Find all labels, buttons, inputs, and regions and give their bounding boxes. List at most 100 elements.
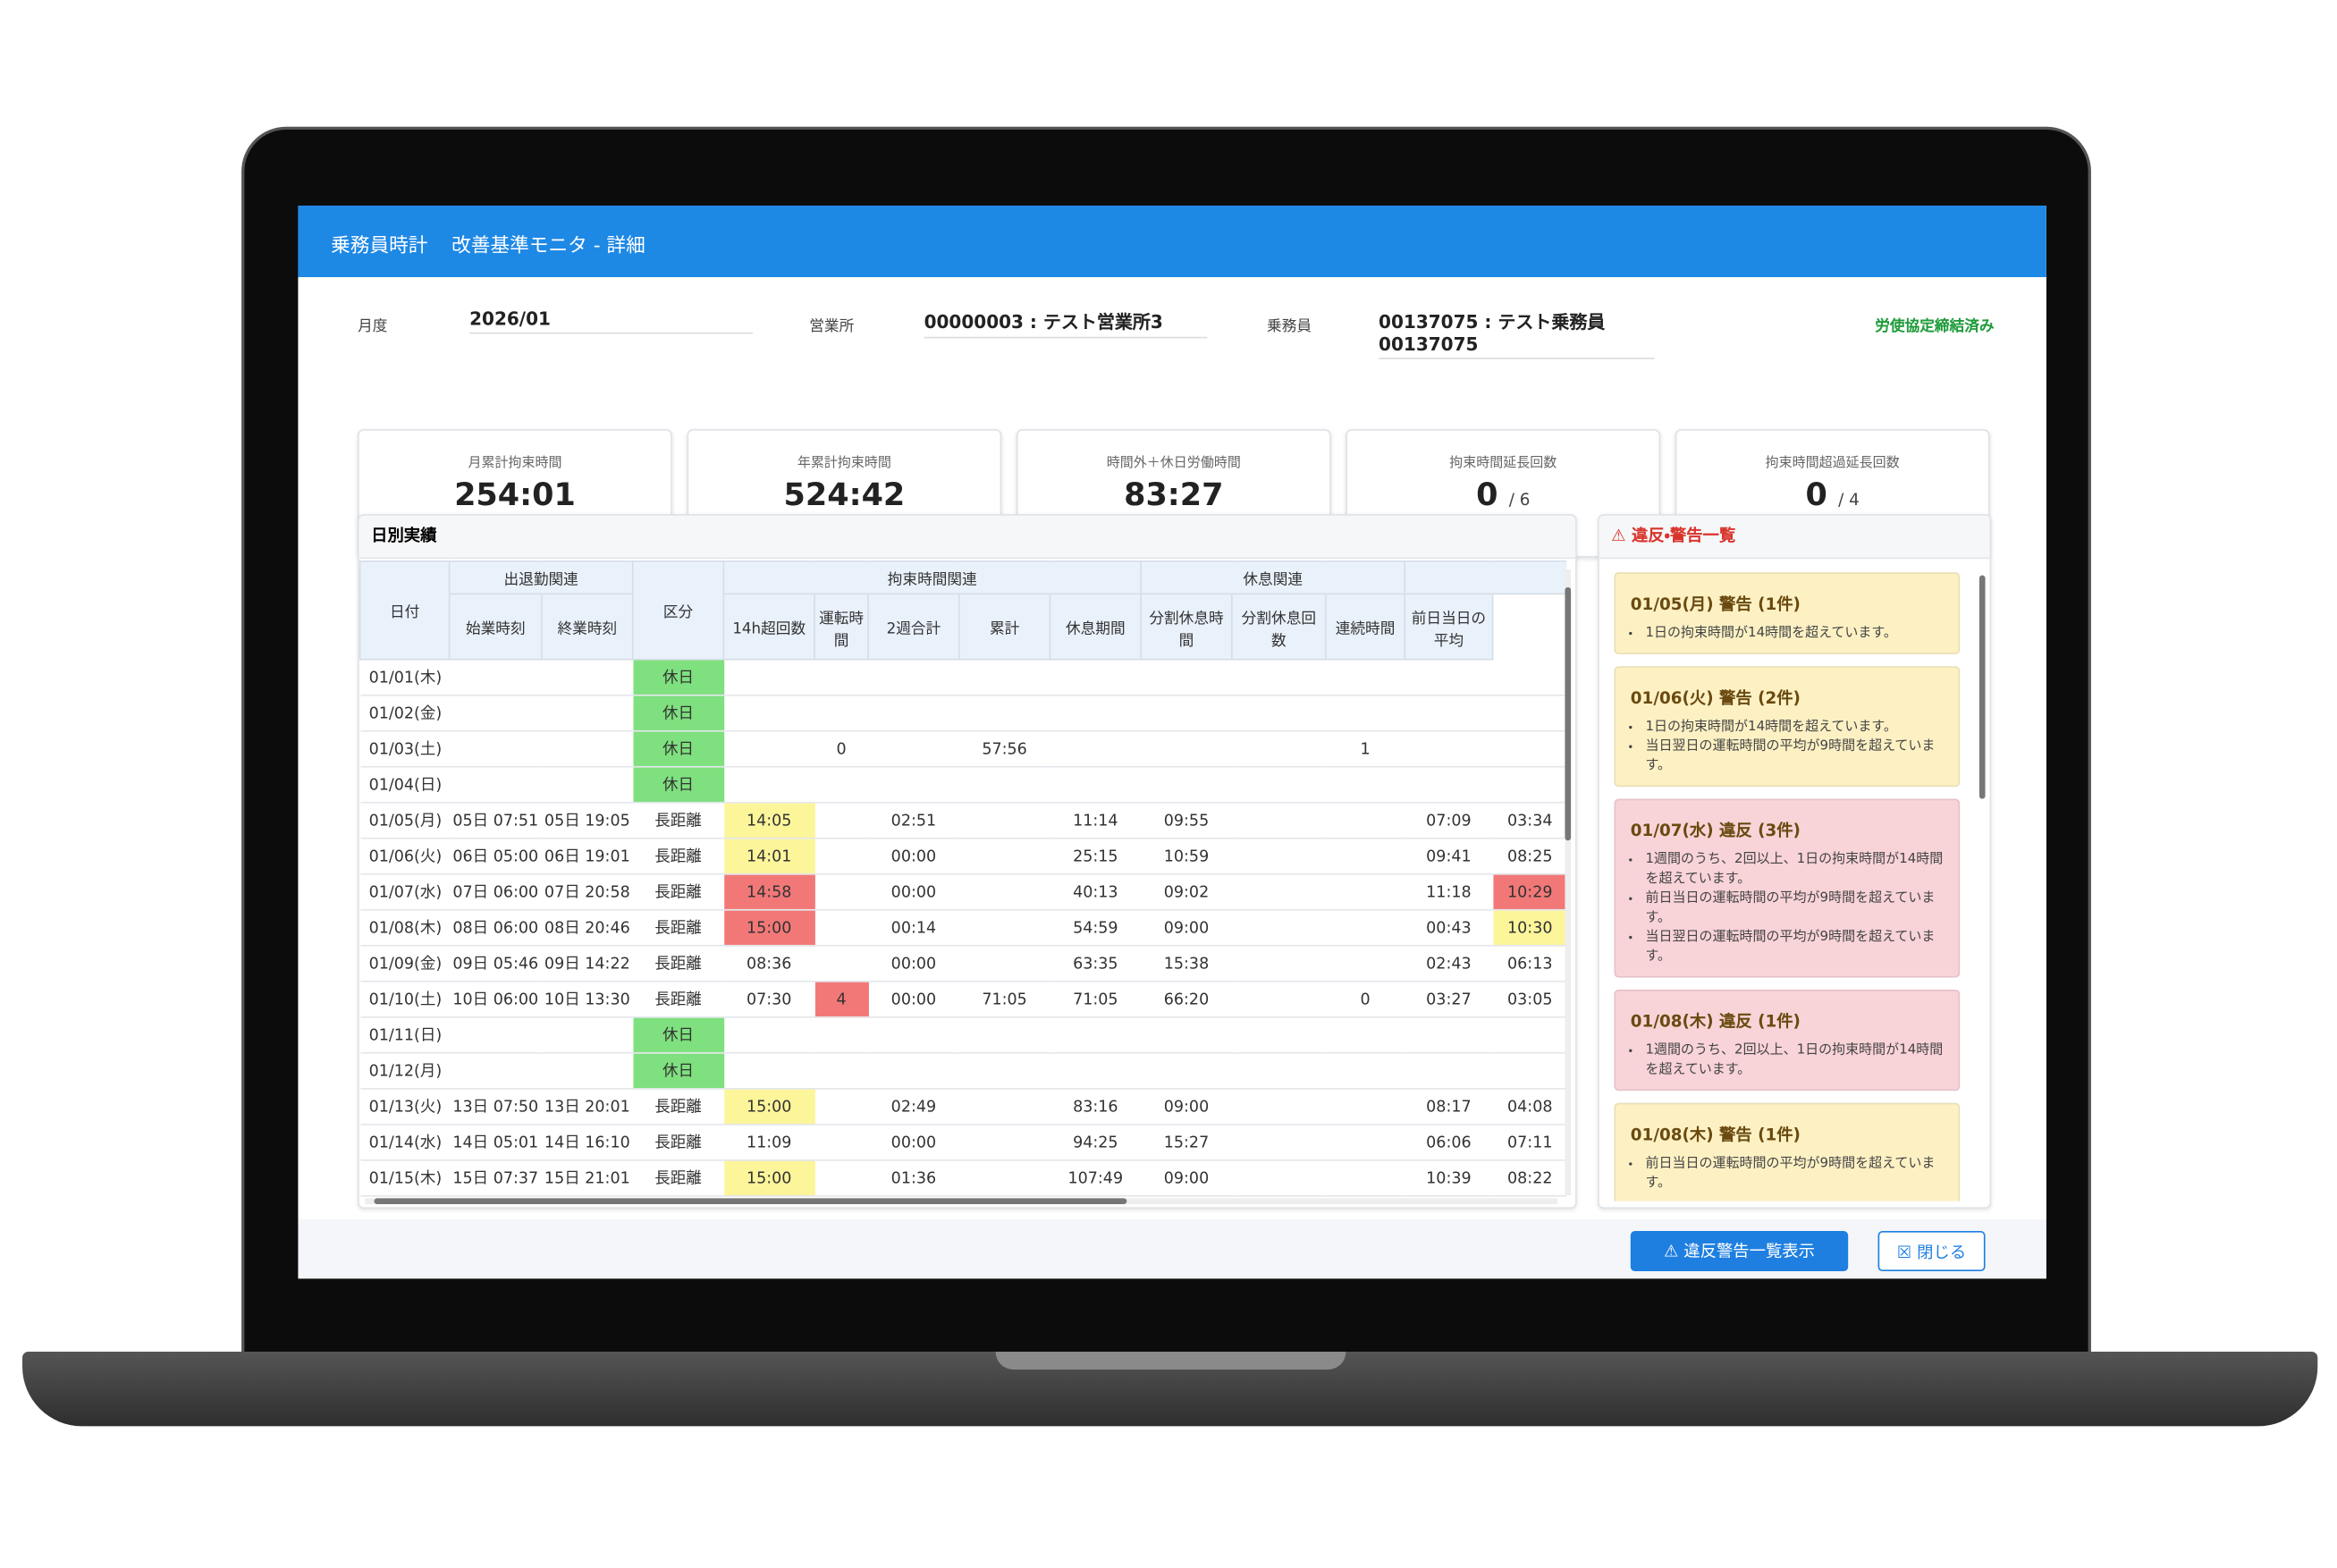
table-cell bbox=[1405, 659, 1493, 696]
alerts-list: 01/05(月) 警告 (1件)1日の拘束時間が14時間を超えています。01/0… bbox=[1599, 561, 1975, 1201]
table-cell: 08:36 bbox=[723, 945, 815, 982]
table-cell: 01:36 bbox=[868, 1159, 959, 1197]
table-cell bbox=[814, 659, 869, 696]
driver: 00137075 : テスト乗務員00137075 bbox=[1379, 308, 1655, 359]
table-row: 01/02(金) 休日 bbox=[359, 695, 1567, 732]
group-header bbox=[1404, 560, 1567, 595]
table-cell: 83:16 bbox=[1050, 1088, 1142, 1125]
card-label: 時間外＋休日労働時間 bbox=[1106, 456, 1241, 471]
table-cell: 07日 20:58 bbox=[541, 873, 633, 911]
h-scroll-thumb[interactable] bbox=[374, 1198, 1127, 1205]
table-cell: 02:43 bbox=[1405, 945, 1493, 982]
app-bar: 乗務員時計 改善基準モニタ - 詳細 bbox=[298, 206, 2046, 278]
table-cell: 15:27 bbox=[1141, 1124, 1232, 1161]
table-cell bbox=[1325, 1016, 1405, 1054]
table-row: 01/13(火) 13日 07:50 13日 20:01 長距離 15:00 02:49 8… bbox=[359, 1088, 1567, 1125]
table-cell bbox=[1325, 766, 1405, 804]
table-cell: 08:17 bbox=[1405, 1088, 1493, 1125]
table-cell: 01/10(土) bbox=[359, 981, 450, 1018]
table-cell bbox=[1050, 766, 1142, 804]
table-cell bbox=[1405, 1052, 1493, 1090]
table-cell: 07日 06:00 bbox=[449, 873, 542, 911]
table-cell: 00:00 bbox=[868, 981, 959, 1018]
table-cell: 14:01 bbox=[723, 838, 815, 875]
table-cell: 00:00 bbox=[868, 1124, 959, 1161]
table-cell bbox=[723, 766, 815, 804]
table-cell: 長距離 bbox=[632, 1088, 724, 1125]
table-cell bbox=[868, 695, 959, 732]
table-cell bbox=[1325, 838, 1405, 875]
table-cell: 15日 21:01 bbox=[541, 1159, 633, 1197]
table-cell bbox=[541, 730, 633, 768]
page-title: 改善基準モニタ - 詳細 bbox=[451, 235, 645, 258]
table-cell: 09日 05:46 bbox=[449, 945, 542, 982]
table-cell bbox=[1231, 873, 1326, 911]
table-row: 01/08(木) 08日 06:00 08日 20:46 長距離 15:00 00:14 5… bbox=[359, 909, 1567, 947]
table-cell: 06:06 bbox=[1405, 1124, 1493, 1161]
table-cell: 05日 07:51 bbox=[449, 802, 542, 839]
table-cell: 14:58 bbox=[723, 873, 815, 911]
alert-messages: 1週間のうち、2回以上、1日の拘束時間が14時間を超えています。 bbox=[1631, 1039, 1944, 1077]
table-cell bbox=[1231, 838, 1326, 875]
card-value: 254:01 bbox=[454, 476, 576, 513]
table-cell bbox=[449, 766, 542, 804]
column-header: 連続時間 bbox=[1325, 593, 1406, 661]
table-cell: 01/15(木) bbox=[359, 1159, 450, 1197]
table-cell bbox=[723, 730, 815, 768]
table-cell: 01/13(火) bbox=[359, 1088, 450, 1125]
table-row: 01/04(日) 休日 bbox=[359, 766, 1567, 804]
table-cell bbox=[814, 909, 869, 947]
table-cell: 11:09 bbox=[723, 1124, 815, 1161]
table-cell: 71:05 bbox=[1050, 981, 1142, 1018]
table-cell: 01/11(日) bbox=[359, 1016, 450, 1054]
table-cell bbox=[958, 695, 1050, 732]
table-cell bbox=[868, 659, 959, 696]
table-cell: 15:38 bbox=[1141, 945, 1232, 982]
table-cell: 10:30 bbox=[1492, 909, 1567, 947]
table-cell: 01/02(金) bbox=[359, 695, 450, 732]
table-row: 01/15(木) 15日 07:37 15日 21:01 長距離 15:00 01:36 1… bbox=[359, 1159, 1567, 1197]
card-max: / 6 bbox=[1508, 490, 1531, 510]
table-cell: 71:05 bbox=[958, 981, 1050, 1018]
table-cell bbox=[814, 695, 869, 732]
app-name: 乗務員時計 bbox=[331, 235, 428, 258]
table-cell: 13日 07:50 bbox=[449, 1088, 542, 1125]
alerts-list-button[interactable]: ⚠ 違反警告一覧表示 bbox=[1630, 1231, 1849, 1272]
card-value-row: 254:01 bbox=[359, 476, 671, 512]
table-cell bbox=[1050, 659, 1142, 696]
alert-title: 01/08(木) 警告 (1件) bbox=[1630, 1125, 1801, 1145]
table-cell bbox=[1325, 802, 1405, 839]
table-cell bbox=[958, 1124, 1050, 1161]
table-cell bbox=[868, 766, 959, 804]
table-cell bbox=[541, 1016, 633, 1054]
column-header: 運転時間 bbox=[814, 593, 869, 661]
table-head: 日付 出退勤関連 区分 拘束時間関連 休息関連 始業時刻 終業時刻 14h超回数 運転… bbox=[359, 560, 1567, 661]
table-cell: 長距離 bbox=[632, 1124, 724, 1161]
alert-message: 前日当日の運転時間の平均が9時間を超えています。 bbox=[1645, 887, 1943, 925]
alerts-scroll-thumb[interactable] bbox=[1978, 575, 1986, 799]
v-scroll-track bbox=[1565, 569, 1572, 1196]
table-cell bbox=[541, 659, 633, 696]
table-cell bbox=[958, 802, 1050, 839]
table-row: 01/11(日) 休日 bbox=[359, 1016, 1567, 1054]
alert-message: 当日翌日の運転時間の平均が9時間を超えています。 bbox=[1645, 925, 1943, 964]
table-cell: 07:09 bbox=[1405, 802, 1493, 839]
table-cell bbox=[958, 873, 1050, 911]
table-cell: 15日 07:37 bbox=[449, 1159, 542, 1197]
table-cell bbox=[958, 1088, 1050, 1125]
table-cell: 14日 05:01 bbox=[449, 1124, 542, 1161]
table-cell: 10:39 bbox=[1405, 1159, 1493, 1197]
table-cell: 1 bbox=[1325, 730, 1405, 768]
close-button[interactable]: ☒ 閉じる bbox=[1877, 1231, 1986, 1272]
table-cell bbox=[1325, 1052, 1405, 1090]
table-cell bbox=[958, 659, 1050, 696]
daily-panel: 日別実績 日付 出退勤関連 区分 拘束時間関連 休息関連 始業時刻 終業時刻 14h… bbox=[358, 514, 1577, 1210]
v-scroll-thumb[interactable] bbox=[1565, 586, 1572, 841]
card-value: 0 bbox=[1805, 476, 1827, 513]
table-cell bbox=[868, 1016, 959, 1054]
table-cell bbox=[1325, 945, 1405, 982]
table-cell bbox=[449, 730, 542, 768]
alert-messages: 前日当日の運転時間の平均が9時間を超えています。 bbox=[1631, 1152, 1944, 1191]
column-header: 区分 bbox=[631, 560, 725, 661]
